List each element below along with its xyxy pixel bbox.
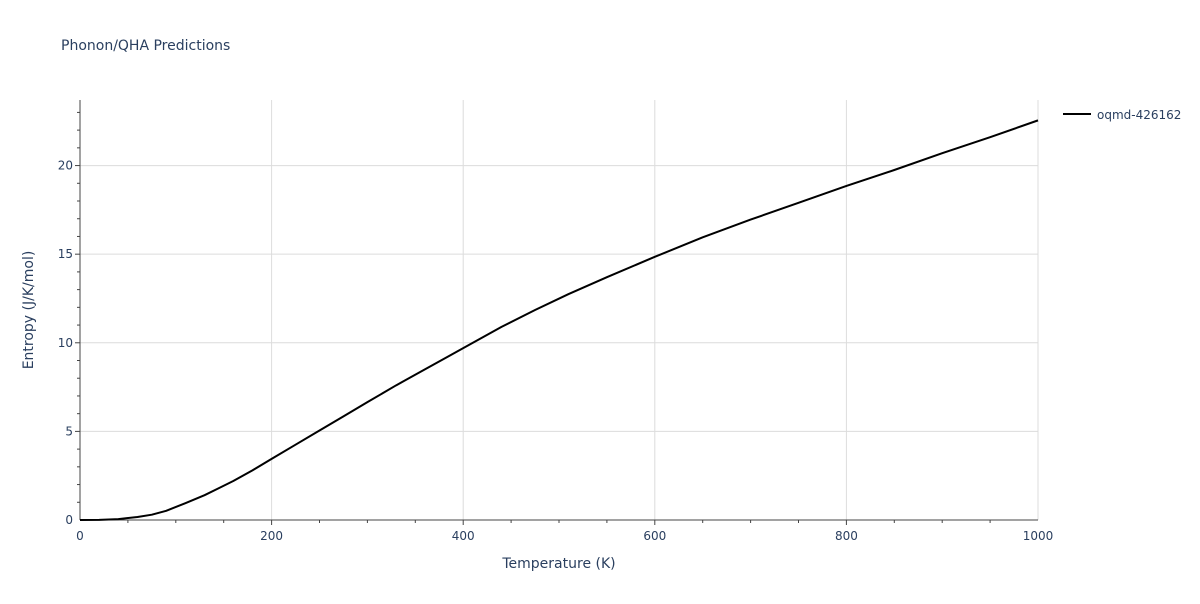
y-axis-title: Entropy (J/K/mol) bbox=[21, 251, 37, 370]
y-tick-label: 10 bbox=[58, 336, 73, 350]
y-tick-label: 5 bbox=[65, 424, 73, 438]
y-tick-label: 20 bbox=[58, 159, 73, 173]
chart-title: Phonon/QHA Predictions bbox=[61, 38, 230, 54]
x-tick-label: 800 bbox=[835, 529, 858, 543]
x-tick-label: 1000 bbox=[1023, 529, 1054, 543]
x-tick-label: 200 bbox=[260, 529, 283, 543]
x-axis-title: Temperature (K) bbox=[501, 556, 615, 572]
tick-labels: 0 200 400 600 800 1000 0 5 10 15 20 bbox=[58, 159, 1054, 543]
x-tick-label: 0 bbox=[76, 529, 84, 543]
series-line[interactable] bbox=[79, 119, 1039, 521]
x-tick-label: 400 bbox=[452, 529, 475, 543]
y-tick-label: 0 bbox=[65, 513, 73, 527]
x-tick-label: 600 bbox=[643, 529, 666, 543]
y-tick-label: 15 bbox=[58, 247, 73, 261]
legend[interactable]: oqmd-426162 bbox=[1063, 108, 1181, 122]
legend-label: oqmd-426162 bbox=[1097, 108, 1181, 122]
series-layer bbox=[79, 119, 1039, 521]
axis-layer bbox=[75, 100, 1038, 525]
grid-layer bbox=[80, 100, 1039, 520]
